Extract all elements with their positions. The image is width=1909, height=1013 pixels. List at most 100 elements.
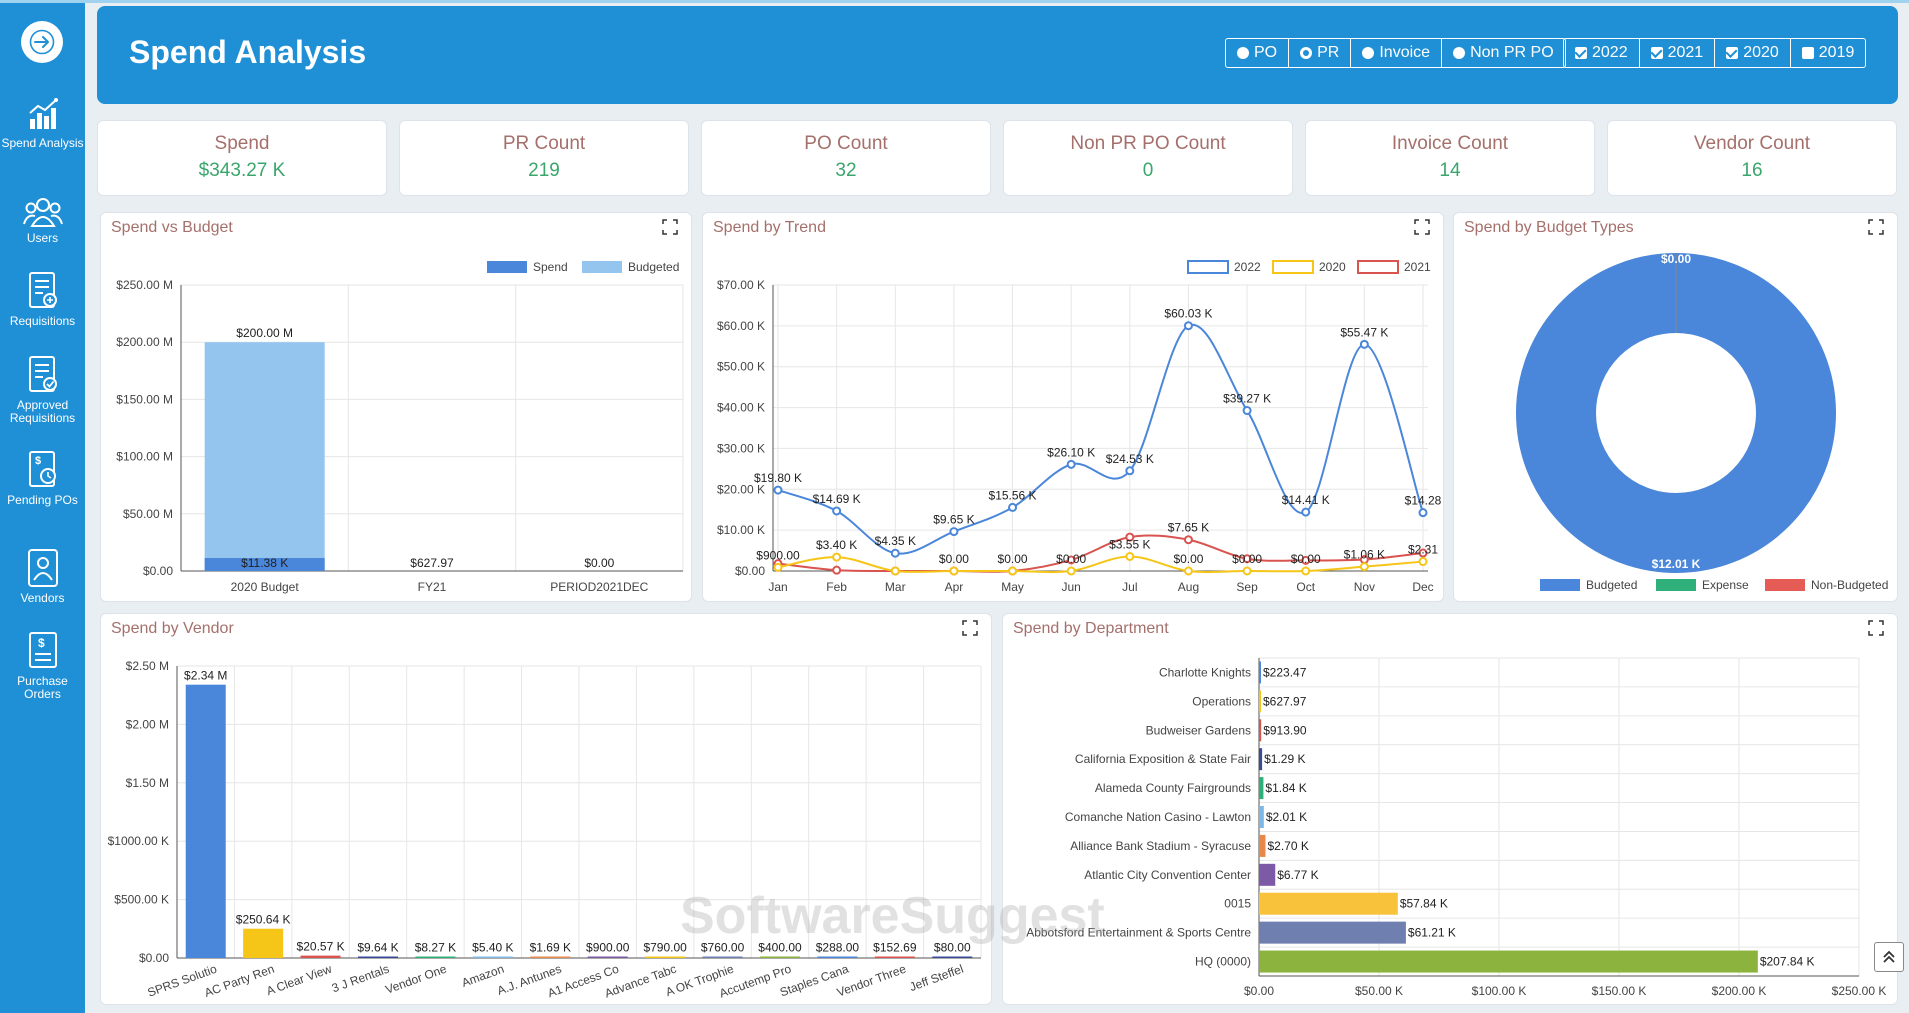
legend-swatch: [1656, 579, 1696, 591]
sidebar-item-requisitions[interactable]: Requisitions: [0, 271, 85, 328]
sidebar-item-spend-analysis[interactable]: Spend Analysis: [0, 97, 85, 150]
radio-icon: [1453, 47, 1466, 59]
x-tick-label: $250.00 K: [1832, 984, 1887, 998]
data-point: [1125, 551, 1135, 561]
checkbox-2019[interactable]: 2019: [1791, 39, 1866, 67]
data-label: $627.97: [410, 556, 454, 570]
sidebar-item-label: Pending POs: [7, 493, 78, 507]
y-tick-label: $50.00 K: [717, 360, 765, 374]
legend-swatch: [487, 261, 527, 273]
sidebar-item-users[interactable]: Users: [0, 196, 85, 245]
checkbox-2021[interactable]: 2021: [1640, 39, 1716, 67]
radio-invoice[interactable]: Invoice: [1351, 39, 1443, 67]
y-tick-label: Charlotte Knights: [1159, 665, 1251, 679]
sidebar-item-label: Approved Requisitions: [9, 398, 76, 425]
bar: [1259, 777, 1264, 800]
bar: [243, 928, 284, 958]
checkbox-2020[interactable]: 2020: [1715, 39, 1791, 67]
data-point: [773, 485, 783, 495]
x-tick-label: Jan: [768, 580, 787, 594]
data-label: $2.34 M: [184, 669, 227, 683]
expand-icon[interactable]: [1868, 219, 1884, 235]
x-tick-label: Oct: [1296, 580, 1315, 594]
expand-icon[interactable]: [1868, 620, 1884, 636]
data-label: $0.00: [584, 556, 614, 570]
y-tick-label: $100.00 M: [116, 450, 173, 464]
toggle-sidebar-button[interactable]: [21, 21, 63, 63]
stat-label: Non PR PO Count: [1070, 133, 1226, 154]
sidebar: Spend Analysis Users Requisitions Appro: [0, 3, 85, 1013]
x-tick-label: Jun: [1062, 580, 1081, 594]
data-point: [1066, 555, 1076, 565]
radio-selected-icon: [1300, 47, 1313, 59]
radio-po[interactable]: PO: [1226, 39, 1290, 67]
y-tick-label: HQ (0000): [1195, 955, 1251, 969]
data-point: [1359, 339, 1369, 349]
data-label: $19.80 K: [754, 471, 802, 485]
page-title: Spend Analysis: [129, 34, 367, 70]
radio-non-pr-po[interactable]: Non PR PO: [1442, 39, 1565, 67]
data-point: [1008, 502, 1018, 512]
data-point: [1183, 566, 1193, 576]
data-point: [1359, 562, 1369, 572]
data-label: $20.57 K: [297, 940, 345, 954]
data-point: [949, 527, 959, 537]
sidebar-item-vendors[interactable]: Vendors: [0, 548, 85, 605]
x-tick-label: $50.00 K: [1355, 984, 1403, 998]
bar: [1259, 950, 1758, 973]
users-icon: [22, 198, 63, 227]
bar: [1259, 892, 1398, 915]
scroll-to-top-button[interactable]: [1874, 942, 1904, 972]
spend-by-vendor-chart: $0.00 $500.00 K $1000.00 K $1.50 M $2.00 M $2…: [108, 659, 982, 1001]
sidebar-item-approved-requisitions[interactable]: Approved Requisitions: [0, 355, 85, 425]
expand-icon[interactable]: [662, 219, 678, 235]
data-label: $288.00: [816, 941, 860, 955]
y-tick-label: Alliance Bank Stadium - Syracuse: [1070, 839, 1251, 853]
bar: [1259, 661, 1261, 684]
data-label: $26.10 K: [1047, 445, 1095, 459]
data-point: [773, 562, 783, 572]
data-label: $0.00: [1291, 552, 1321, 566]
pending-po-icon: $: [28, 451, 56, 487]
data-point: [1301, 507, 1311, 517]
expand-icon[interactable]: [1414, 219, 1430, 235]
top-accent-line: [0, 0, 1909, 3]
expand-icon[interactable]: [962, 620, 978, 636]
x-tick-label: FY21: [418, 580, 447, 594]
radio-pr[interactable]: PR: [1289, 39, 1352, 67]
series-line-2022: [777, 323, 1424, 555]
x-tick-label: Jul: [1122, 580, 1137, 594]
x-tick-label: A Clear View: [264, 962, 333, 999]
x-tick-label: Feb: [826, 580, 847, 594]
legend-swatch: [582, 261, 622, 273]
bar: [1259, 863, 1276, 886]
data-label: $57.84 K: [1400, 897, 1448, 911]
data-label: $9.65 K: [933, 513, 974, 527]
stat-value: 32: [835, 160, 857, 181]
data-point: [1418, 508, 1428, 518]
svg-text:$: $: [35, 455, 41, 467]
checkbox-2022[interactable]: 2022: [1564, 39, 1640, 67]
stat-card-spend: Spend $343.27 K: [97, 120, 387, 196]
data-label: $15.56 K: [989, 488, 1037, 502]
sidebar-item-purchase-orders[interactable]: $ Purchase Orders: [0, 631, 85, 701]
stat-label: Invoice Count: [1391, 133, 1509, 154]
x-tick-label: 2020 Budget: [231, 580, 300, 594]
data-point: [1418, 548, 1428, 558]
data-label: $0.00: [1232, 552, 1262, 566]
y-tick-label: Atlantic City Convention Center: [1084, 868, 1251, 882]
checkbox-checked-icon: [1726, 47, 1739, 59]
bar: [530, 956, 571, 958]
y-tick-label: $40.00 K: [717, 401, 765, 415]
sidebar-item-pending-pos[interactable]: $ Pending POs: [0, 450, 85, 507]
bar: [185, 684, 226, 958]
data-label: $5.40 K: [472, 941, 513, 955]
double-chevron-up-icon: [1883, 950, 1895, 963]
data-point: [1066, 566, 1076, 576]
bar: [817, 956, 858, 958]
data-label: $1.69 K: [530, 941, 571, 955]
panel-spend-by-trend: Spend by Trend $0.00 $10.00 K $20.00 K $30.…: [702, 212, 1444, 602]
data-label: $6.77 K: [1277, 868, 1318, 882]
data-label: $0.00: [1173, 552, 1203, 566]
spend-by-trend-chart: $0.00 $10.00 K $20.00 K $30.00 K $40.00 K $50…: [717, 260, 1442, 594]
